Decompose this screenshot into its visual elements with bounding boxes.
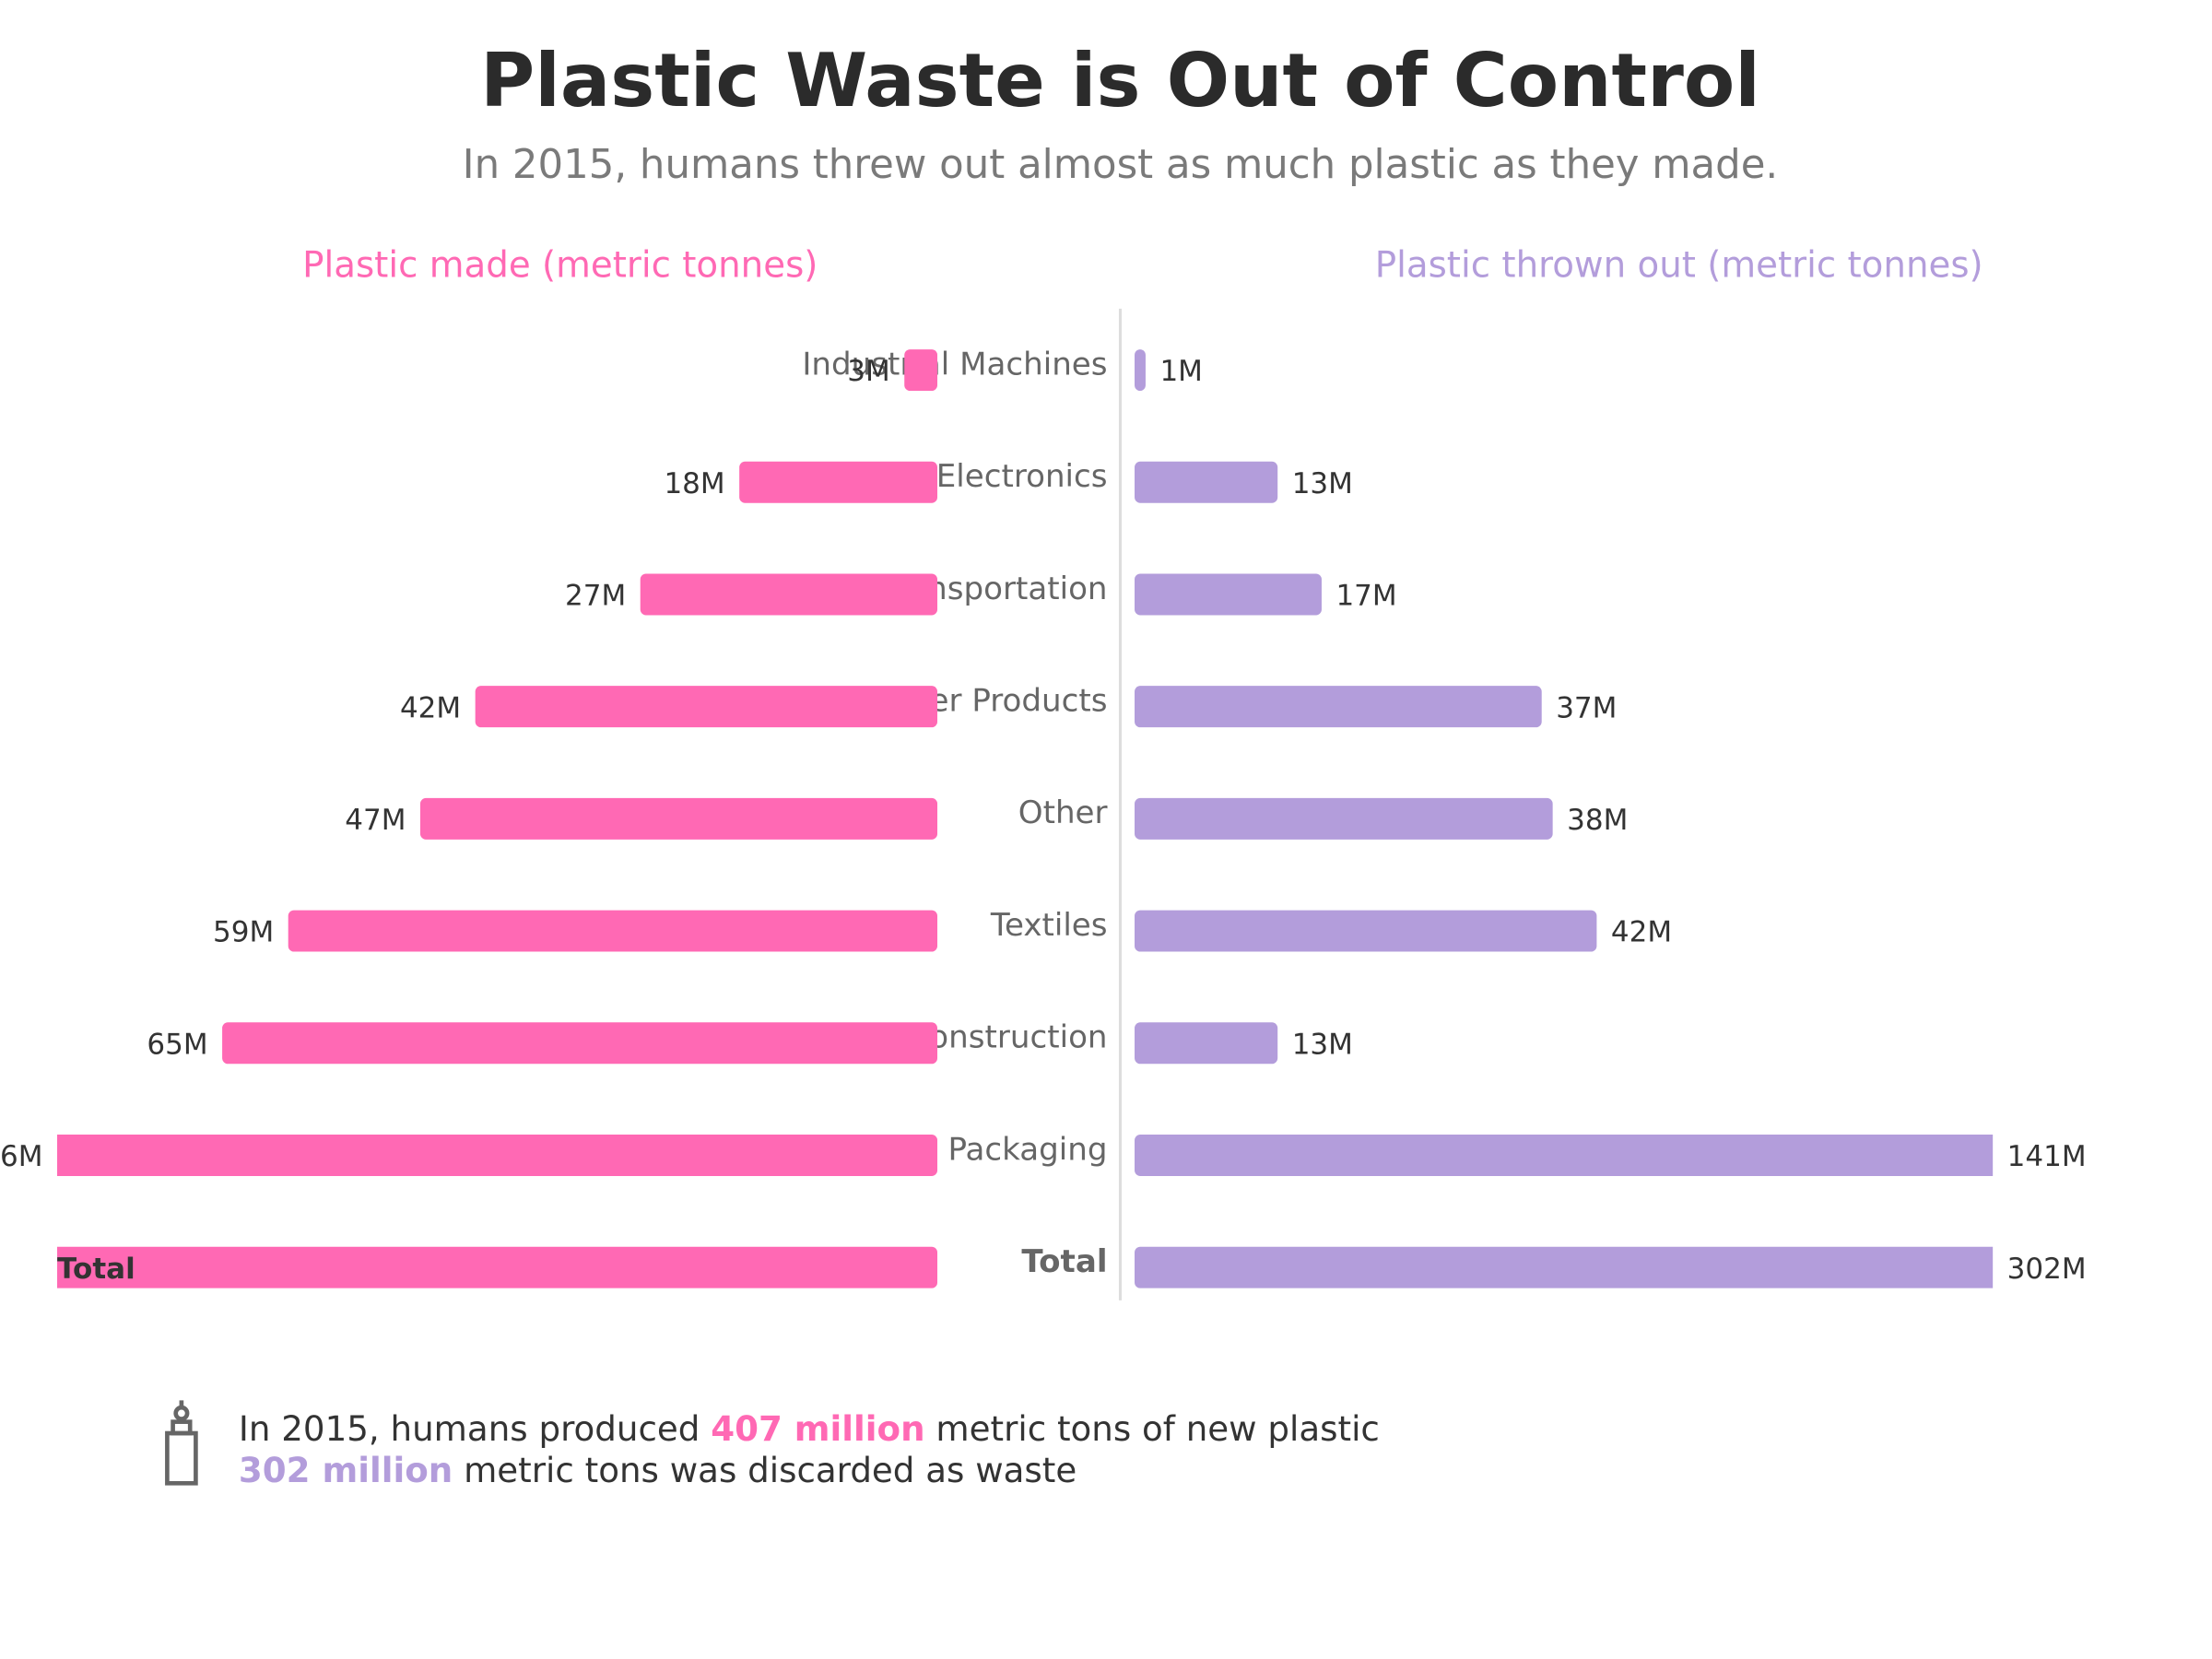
bar [57,1135,938,1176]
category-label: Textiles [990,907,1108,944]
value-label: 1M [1159,355,1202,388]
value-label: 42M [400,691,461,724]
footnote-text: metric tons of new plastic [925,1407,1380,1448]
value-label: 146M [0,1140,43,1173]
category-label: Electronics [936,458,1108,495]
value-label: 42M [1611,916,1672,949]
chart-subtitle: In 2015, humans threw out almost as much… [463,142,1778,188]
category-label: Total [1021,1243,1107,1280]
footnote-highlight: 302 million [239,1449,453,1489]
total-bar-label: Total [57,1253,135,1286]
bar [475,686,938,728]
legend-label: Plastic thrown out (metric tonnes) [1375,244,1983,286]
bar [1135,1022,1278,1065]
value-label: 18M [664,467,724,500]
bar [1135,686,1542,728]
category-label: Industrial Machines [802,346,1107,382]
value-label: 37M [1556,691,1617,724]
value-label: 47M [345,804,406,837]
bar [1135,461,1278,503]
left-bars [57,349,938,1288]
value-label: 302M [2007,1253,2087,1286]
category-label: Other [1018,794,1109,831]
bar [904,349,938,392]
value-label: 38M [1567,804,1628,837]
bar [739,461,938,503]
legend-label: Plastic made (metric tonnes) [302,244,818,286]
bar [222,1022,938,1065]
footnote-line: In 2015, humans produced 407 million met… [239,1407,1380,1448]
bar [1135,349,1146,392]
footnote-line: 302 million metric tons was discarded as… [239,1449,1077,1489]
bottle-icon [165,1400,198,1486]
footnote-text: metric tons was discarded as waste [453,1449,1077,1489]
value-label: 65M [147,1028,207,1061]
bar [1135,797,1553,840]
bar [1135,573,1322,616]
value-label: 13M [1292,467,1353,500]
value-label: 27M [565,580,626,613]
bar [1135,910,1597,952]
value-label: 13M [1292,1028,1353,1061]
bar [640,573,938,616]
category-label: Construction [907,1019,1107,1056]
right-bars [1135,349,1994,1288]
value-label: 59M [213,916,274,949]
bar [419,797,938,840]
bar [57,1246,938,1288]
chart-title: Plastic Waste is Out of Control [480,38,1760,124]
bar [1135,1135,1994,1176]
footnote-text: In 2015, humans produced [239,1407,711,1448]
value-label: 17M [1335,580,1396,613]
value-label: 3M [847,355,889,388]
value-label: 141M [2007,1140,2087,1173]
bar [288,910,938,952]
category-label: Packaging [947,1131,1107,1168]
labels: Plastic made (metric tonnes) 3M 18M 27M 42M 4… [0,244,2087,1285]
bar [1135,1246,1994,1288]
footnote-highlight: 407 million [711,1407,924,1448]
